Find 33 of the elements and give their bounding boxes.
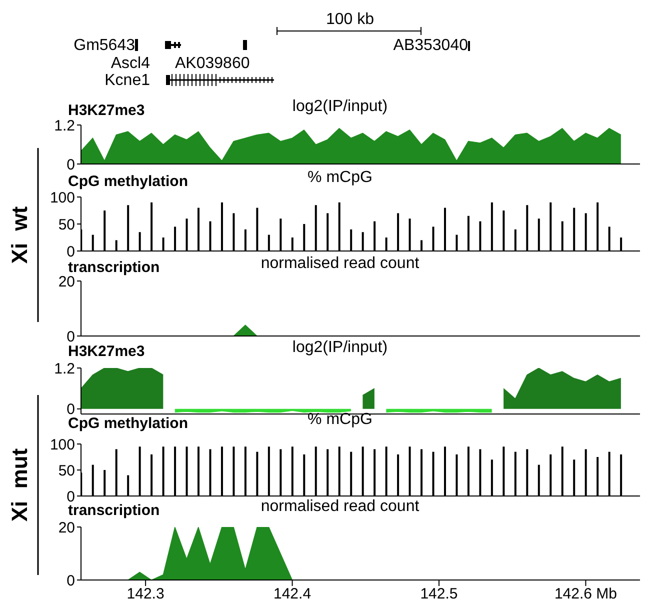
y-tick-label: 0 bbox=[66, 156, 75, 174]
y-tick-label: 0 bbox=[66, 572, 75, 590]
y-tick-label: 1.2 bbox=[54, 360, 75, 378]
text: Xi mut bbox=[7, 448, 33, 522]
x-tick-label: 142.5 bbox=[420, 586, 458, 603]
chart-title: CpG methylation bbox=[68, 173, 188, 190]
text: AK039860 bbox=[175, 55, 250, 73]
y-tick-label: 0 bbox=[66, 328, 75, 346]
chart-subtitle: % mCpG bbox=[306, 169, 374, 187]
text: AB353040 bbox=[393, 37, 468, 55]
y-tick-label: 50 bbox=[58, 462, 75, 480]
x-tick-label: 142.4 bbox=[274, 586, 312, 603]
chart-title: H3K27me3 bbox=[68, 102, 145, 119]
text: 100 kb bbox=[324, 11, 376, 29]
chart-title: H3K27me3 bbox=[68, 343, 145, 360]
chart-subtitle: log2(IP/input) bbox=[291, 98, 389, 116]
y-tick-label: 50 bbox=[58, 216, 75, 234]
x-tick-label: 142.3 bbox=[126, 586, 164, 603]
y-tick-label: 20 bbox=[58, 519, 75, 536]
text: Ascl4 bbox=[110, 55, 150, 73]
text: Gm5643 bbox=[74, 37, 135, 55]
text: Kcne1 bbox=[104, 72, 150, 90]
y-tick-label: 0 bbox=[66, 243, 75, 260]
y-tick-label: 100 bbox=[50, 436, 75, 454]
text: Xi wt bbox=[7, 206, 33, 264]
y-tick-label: 100 bbox=[50, 189, 75, 206]
y-tick-label: 20 bbox=[58, 273, 75, 290]
chart-subtitle: normalised read count bbox=[260, 498, 420, 516]
chart-subtitle: normalised read count bbox=[260, 255, 420, 273]
x-tick-label: 142.6 Mb bbox=[554, 586, 617, 603]
chart-title: transcription bbox=[68, 259, 160, 276]
y-tick-label: 1.2 bbox=[54, 117, 75, 134]
chart-subtitle: log2(IP/input) bbox=[291, 339, 389, 357]
